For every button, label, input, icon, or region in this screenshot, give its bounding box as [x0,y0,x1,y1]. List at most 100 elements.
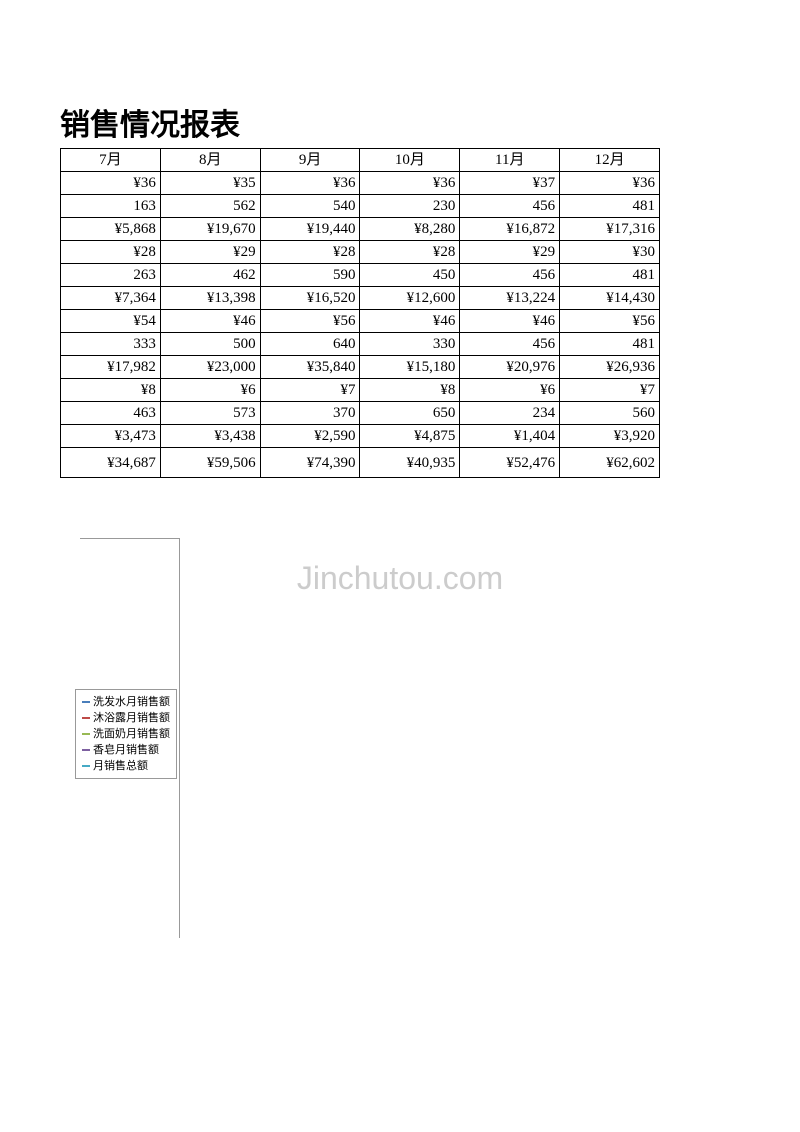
table-cell: ¥29 [160,241,260,264]
table-cell: 456 [460,333,560,356]
table-cell: 650 [360,402,460,425]
legend-label: 沐浴露月销售额 [93,710,170,726]
table-cell: ¥20,976 [460,356,560,379]
legend-item: 月销售总额 [82,758,170,774]
table-cell: ¥30 [560,241,660,264]
table-cell: ¥46 [160,310,260,333]
table-cell: ¥37 [460,172,560,195]
table-row: ¥8¥6¥7¥8¥6¥7 [61,379,660,402]
table-cell: 481 [560,333,660,356]
legend-color-icon [82,733,90,735]
table-total-row: ¥34,687¥59,506¥74,390¥40,935¥52,476¥62,6… [61,448,660,478]
table-cell: ¥35,840 [260,356,360,379]
table-cell: ¥36 [560,172,660,195]
table-cell: ¥29 [460,241,560,264]
table-cell: 234 [460,402,560,425]
table-cell: 640 [260,333,360,356]
legend-item: 洗发水月销售额 [82,694,170,710]
table-cell: 163 [61,195,161,218]
table-cell: ¥36 [260,172,360,195]
table-cell: ¥6 [460,379,560,402]
table-cell: ¥15,180 [360,356,460,379]
table-cell: 333 [61,333,161,356]
table-row: 263462590450456481 [61,264,660,287]
table-cell: ¥56 [560,310,660,333]
table-cell: ¥8 [61,379,161,402]
legend-label: 月销售总额 [93,758,148,774]
table-cell: 263 [61,264,161,287]
table-cell: ¥36 [360,172,460,195]
table-cell: ¥17,982 [61,356,161,379]
table-cell: ¥28 [260,241,360,264]
table-cell: 330 [360,333,460,356]
legend-label: 洗发水月销售额 [93,694,170,710]
table-cell: ¥40,935 [360,448,460,478]
sales-table: 7月 8月 9月 10月 11月 12月 ¥36¥35¥36¥36¥37¥361… [60,148,660,478]
col-header: 9月 [260,149,360,172]
table-cell: ¥1,404 [460,425,560,448]
table-cell: ¥23,000 [160,356,260,379]
legend-box: 洗发水月销售额沐浴露月销售额洗面奶月销售额香皂月销售额月销售总额 [75,689,177,779]
table-cell: 573 [160,402,260,425]
table-cell: ¥34,687 [61,448,161,478]
table-cell: ¥8,280 [360,218,460,241]
table-cell: ¥17,316 [560,218,660,241]
table-cell: 562 [160,195,260,218]
col-header: 12月 [560,149,660,172]
table-cell: ¥28 [61,241,161,264]
table-cell: ¥13,398 [160,287,260,310]
table-row: ¥36¥35¥36¥36¥37¥36 [61,172,660,195]
table-cell: ¥7 [560,379,660,402]
table-cell: ¥3,920 [560,425,660,448]
table-cell: ¥54 [61,310,161,333]
table-row: ¥7,364¥13,398¥16,520¥12,600¥13,224¥14,43… [61,287,660,310]
table-row: ¥54¥46¥56¥46¥46¥56 [61,310,660,333]
table-cell: 456 [460,195,560,218]
col-header: 8月 [160,149,260,172]
report-title: 销售情况报表 [60,100,740,144]
table-cell: ¥62,602 [560,448,660,478]
table-cell: ¥28 [360,241,460,264]
table-cell: ¥16,520 [260,287,360,310]
table-cell: ¥8 [360,379,460,402]
legend-color-icon [82,765,90,767]
table-row: ¥5,868¥19,670¥19,440¥8,280¥16,872¥17,316 [61,218,660,241]
table-cell: 230 [360,195,460,218]
table-cell: ¥74,390 [260,448,360,478]
table-cell: ¥14,430 [560,287,660,310]
table-cell: 560 [560,402,660,425]
table-cell: ¥56 [260,310,360,333]
table-cell: ¥3,473 [61,425,161,448]
col-header: 10月 [360,149,460,172]
table-cell: ¥16,872 [460,218,560,241]
col-header: 7月 [61,149,161,172]
table-cell: ¥7,364 [61,287,161,310]
table-cell: ¥19,670 [160,218,260,241]
legend-color-icon [82,749,90,751]
table-cell: ¥12,600 [360,287,460,310]
table-cell: 456 [460,264,560,287]
table-cell: ¥26,936 [560,356,660,379]
table-cell: ¥36 [61,172,161,195]
table-cell: 462 [160,264,260,287]
table-cell: 481 [560,195,660,218]
legend-color-icon [82,701,90,703]
col-header: 11月 [460,149,560,172]
table-cell: ¥13,224 [460,287,560,310]
table-cell: 370 [260,402,360,425]
table-cell: ¥46 [460,310,560,333]
table-row: ¥17,982¥23,000¥35,840¥15,180¥20,976¥26,9… [61,356,660,379]
table-cell: 481 [560,264,660,287]
table-cell: ¥5,868 [61,218,161,241]
table-cell: ¥52,476 [460,448,560,478]
table-cell: 463 [61,402,161,425]
legend-item: 沐浴露月销售额 [82,710,170,726]
table-cell: 450 [360,264,460,287]
table-cell: ¥2,590 [260,425,360,448]
table-row: 163562540230456481 [61,195,660,218]
table-row: ¥28¥29¥28¥28¥29¥30 [61,241,660,264]
chart-area: 洗发水月销售额沐浴露月销售额洗面奶月销售额香皂月销售额月销售总额 [80,538,180,938]
table-cell: ¥19,440 [260,218,360,241]
legend-label: 香皂月销售额 [93,742,159,758]
table-row: 463573370650234560 [61,402,660,425]
